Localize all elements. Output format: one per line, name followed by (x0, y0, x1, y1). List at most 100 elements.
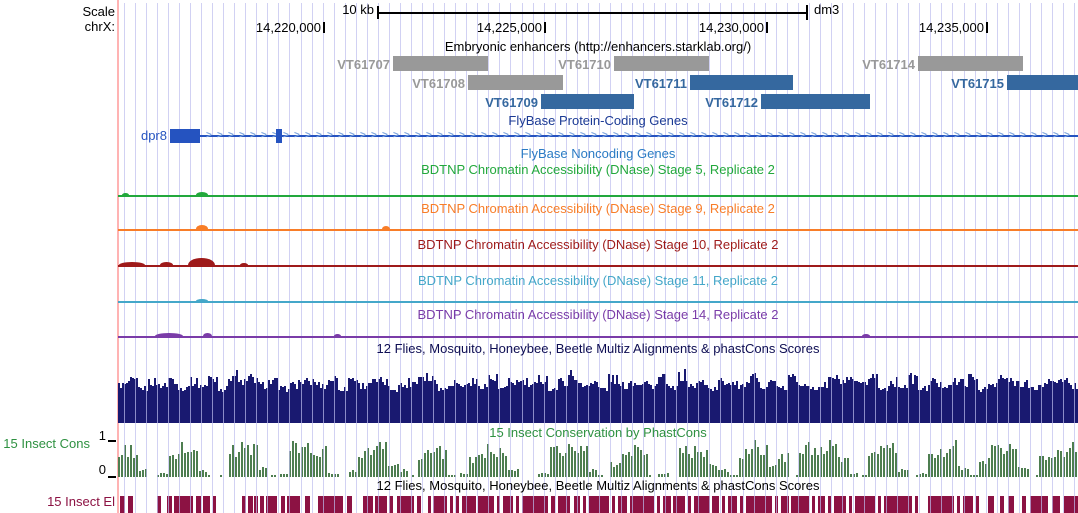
enhancer-item-label[interactable]: VT61711 (634, 76, 687, 91)
track-title-dnase-stage5[interactable]: BDTNP Chromatin Accessibility (DNase) St… (421, 162, 775, 177)
enhancer-item-label[interactable]: VT61709 (485, 95, 538, 110)
dnase-signal-baseline[interactable] (118, 265, 1078, 267)
insect-element-block[interactable] (818, 496, 825, 513)
insect-element-block[interactable] (1052, 496, 1060, 513)
enhancer-item-label[interactable]: VT61714 (862, 57, 915, 72)
multiz-track-title[interactable]: 12 Flies, Mosquito, Honeybee, Beetle Mul… (376, 341, 820, 356)
insect-element-block[interactable] (397, 496, 414, 513)
insect-element-block[interactable] (1064, 496, 1078, 513)
insect-element-block[interactable] (740, 496, 743, 513)
insect-element-block[interactable] (712, 496, 719, 513)
insect-element-block[interactable] (583, 496, 586, 513)
insect-element-block[interactable] (618, 496, 627, 513)
insect-element-block[interactable] (254, 496, 258, 513)
insect-element-block[interactable] (174, 496, 193, 513)
insect-element-block[interactable] (242, 496, 246, 513)
insect-element-block[interactable] (167, 496, 172, 513)
insect-element-block[interactable] (1000, 496, 1004, 513)
insect-element-block[interactable] (963, 496, 973, 513)
insect-element-block[interactable] (915, 496, 918, 513)
insect-element-block[interactable] (746, 496, 772, 513)
enhancer-item-bar[interactable] (393, 56, 488, 71)
insect-element-block[interactable] (828, 496, 831, 513)
insect-element-block[interactable] (612, 496, 615, 513)
insect-element-block[interactable] (688, 496, 691, 513)
enhancer-item-label[interactable]: VT61715 (951, 76, 1004, 91)
insect-element-block[interactable] (456, 496, 459, 513)
insect-element-block[interactable] (203, 496, 210, 513)
insect-element-block[interactable] (1008, 496, 1014, 513)
insect-element-block[interactable] (318, 496, 343, 513)
insect-element-block[interactable] (389, 496, 393, 513)
noncoding-genes-track-title[interactable]: FlyBase Noncoding Genes (520, 146, 676, 161)
insect-element-block[interactable] (551, 496, 555, 513)
enhancer-item-bar[interactable] (690, 75, 793, 90)
insect-element-block[interactable] (878, 496, 881, 513)
insect-element-block[interactable] (478, 496, 494, 513)
coding-genes-track-title[interactable]: FlyBase Protein-Coding Genes (508, 113, 688, 128)
insect-element-block[interactable] (266, 496, 277, 513)
enhancer-item-label[interactable]: VT61710 (558, 57, 611, 72)
enhancer-item-bar[interactable] (918, 56, 1023, 71)
enhancer-item-label[interactable]: VT61707 (337, 57, 390, 72)
insect-element-block[interactable] (781, 496, 789, 513)
insect-element-block[interactable] (260, 496, 264, 513)
insect-element-block[interactable] (157, 496, 161, 513)
enhancer-item-label[interactable]: VT61712 (705, 95, 758, 110)
insect-element-block[interactable] (673, 496, 685, 513)
enhancer-item-bar[interactable] (1007, 75, 1078, 90)
insect-element-block[interactable] (281, 496, 285, 513)
insect-element-block[interactable] (213, 496, 216, 513)
insect-element-block[interactable] (248, 496, 253, 513)
gene-name-label[interactable]: dpr8 (140, 128, 167, 143)
insect-element-block[interactable] (433, 496, 447, 513)
enhancer-item-bar[interactable] (468, 75, 563, 90)
multiz-elements-track-title[interactable]: 12 Flies, Mosquito, Honeybee, Beetle Mul… (376, 478, 820, 493)
gene-body-line[interactable] (170, 135, 1078, 137)
enhancer-item-label[interactable]: VT61708 (412, 76, 465, 91)
insect-element-block[interactable] (347, 496, 352, 513)
enhancer-item-bar[interactable] (614, 56, 709, 71)
insect-element-block[interactable] (305, 496, 310, 513)
insect-element-block[interactable] (462, 496, 476, 513)
insect-element-block[interactable] (791, 496, 809, 513)
dnase-signal-baseline[interactable] (118, 301, 1078, 303)
track-title-dnase-stage11[interactable]: BDTNP Chromatin Accessibility (DNase) St… (417, 273, 779, 288)
insect-element-block[interactable] (988, 496, 994, 513)
insect-element-block[interactable] (694, 496, 710, 513)
insect-element-block[interactable] (558, 496, 570, 513)
insect-element-block[interactable] (363, 496, 373, 513)
insect-element-block[interactable] (516, 496, 519, 513)
insect-element-block[interactable] (120, 496, 125, 513)
insect-element-block[interactable] (722, 496, 725, 513)
insect-element-block[interactable] (812, 496, 815, 513)
enhancer-item-bar[interactable] (541, 94, 634, 109)
track-title-dnase-stage9[interactable]: BDTNP Chromatin Accessibility (DNase) St… (421, 201, 775, 216)
insect-element-block[interactable] (1030, 496, 1048, 513)
insect-element-block[interactable] (497, 496, 500, 513)
insect-element-block[interactable] (375, 496, 387, 513)
insect-element-block[interactable] (417, 496, 421, 513)
track-title-dnase-stage14[interactable]: BDTNP Chromatin Accessibility (DNase) St… (417, 307, 779, 322)
insect-element-block[interactable] (522, 496, 548, 513)
insect-element-block[interactable] (428, 496, 431, 513)
enhancer-item-bar[interactable] (761, 94, 870, 109)
enhancers-track-title[interactable]: Embryonic enhancers (http://enhancers.st… (444, 39, 752, 54)
insect-element-block[interactable] (503, 496, 513, 513)
phastcons-left-label[interactable]: 15 Insect Cons (3, 436, 90, 451)
insect-elements-left-label[interactable]: 15 Insect El (47, 494, 115, 509)
insect-element-block[interactable] (657, 496, 660, 513)
insect-element-block[interactable] (663, 496, 671, 513)
track-title-dnase-stage10[interactable]: BDTNP Chromatin Accessibility (DNase) St… (417, 237, 779, 252)
insect-element-block[interactable] (976, 496, 979, 513)
insect-element-block[interactable] (849, 496, 852, 513)
insect-element-block[interactable] (630, 496, 654, 513)
insect-element-block[interactable] (728, 496, 737, 513)
dnase-signal-baseline[interactable] (118, 336, 1078, 338)
insect-element-block[interactable] (834, 496, 846, 513)
insect-element-block[interactable] (928, 496, 954, 513)
insect-element-block[interactable] (450, 496, 453, 513)
insect-element-block[interactable] (196, 496, 201, 513)
insect-element-block[interactable] (128, 496, 133, 513)
dnase-signal-baseline[interactable] (118, 195, 1078, 197)
